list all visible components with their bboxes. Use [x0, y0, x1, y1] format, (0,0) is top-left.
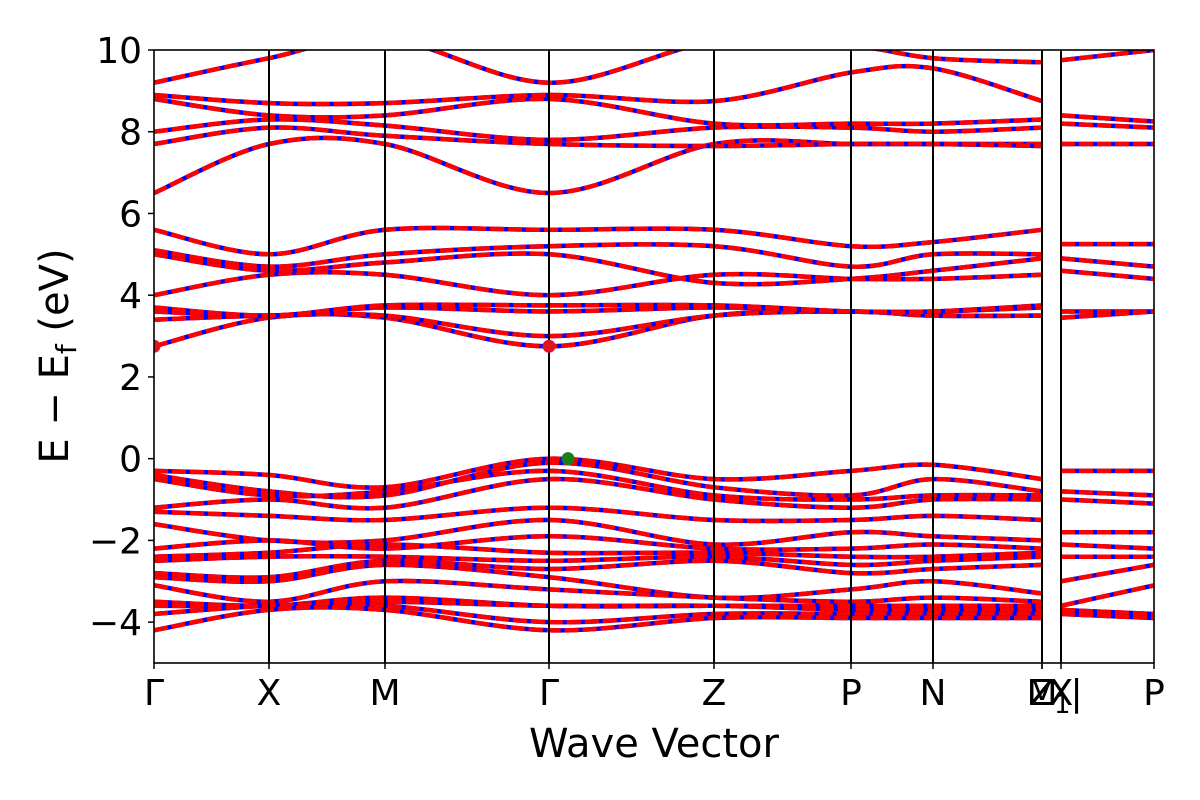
band-line-spin-down [154, 578, 1043, 604]
band-line-spin-down [1060, 583, 1154, 608]
band-line-spin-down [154, 554, 1043, 568]
x-tick-label: Z [702, 673, 727, 714]
band-line-spin-down [154, 242, 1043, 269]
y-tick-label: −4 [89, 603, 142, 644]
band-line-spin-down [1060, 121, 1154, 130]
y-tick-label: 4 [119, 276, 142, 317]
band-line-spin-down [154, 601, 1042, 625]
band-line-spin-down [154, 302, 1043, 318]
plot-frame [153, 49, 1155, 664]
band-line-spin-down [154, 562, 1043, 601]
band-line-spin-down [154, 456, 1043, 490]
band-line-spin-down [154, 96, 1043, 128]
y-axis-label-sub: f [50, 343, 83, 354]
cbm-marker [154, 339, 161, 353]
band-line-spin-down [154, 534, 1043, 552]
band-line-spin-down [1060, 256, 1154, 269]
y-tick-label: −2 [89, 521, 142, 562]
high-symmetry-lines [268, 50, 1062, 663]
band-line-spin-down [1060, 489, 1154, 498]
band-line-spin-down [154, 542, 1043, 560]
band-line-spin-down [1060, 562, 1154, 584]
band-line-spin-down [1060, 268, 1154, 282]
y-axis-label: E − Ef (eV) [32, 248, 83, 463]
band-line-spin-down [1060, 497, 1154, 506]
x-tick-label: M [1026, 673, 1057, 714]
cbm-marker [542, 339, 556, 353]
band-line-spin-down [1060, 113, 1154, 124]
y-tick-label: 10 [96, 31, 142, 72]
y-axis-label-unit: (eV) [32, 248, 78, 344]
x-axis-label: Wave Vector [529, 721, 780, 767]
band-line-spin-down [154, 225, 1043, 257]
y-axis-ticks: −4 −2 0 2 4 6 8 10 [89, 31, 154, 644]
x-tick-label: M [369, 673, 400, 714]
x-tick-label: N [920, 673, 947, 714]
y-tick-label: 6 [119, 194, 142, 235]
y-axis-label-main: E − E [32, 354, 78, 464]
band-line-spin-down [154, 125, 1043, 149]
y-tick-label: 0 [119, 440, 142, 481]
band-line-spin-down [154, 270, 1043, 298]
band-line-spin-down [154, 558, 1043, 580]
band-line-spin-down [1060, 50, 1154, 63]
x-tick-label: P [1143, 673, 1165, 714]
vbm-marker [561, 452, 575, 466]
x-tick-label: Γ [539, 673, 559, 714]
y-tick-label: 8 [119, 113, 142, 154]
band-line-spin-down [1060, 607, 1154, 617]
x-tick-label: Γ [144, 673, 164, 714]
x-tick-label: X [1049, 673, 1074, 714]
band-line-spin-down [1060, 611, 1154, 621]
band-line-spin-down [154, 251, 1043, 287]
band-lines [154, 50, 1154, 633]
band-line-spin-down [154, 505, 1043, 524]
band-line-spin-down [154, 605, 1042, 633]
x-tick-label: P [840, 673, 862, 714]
band-line-spin-down [154, 63, 1043, 107]
band-edge-markers [154, 339, 575, 466]
band-line-spin-down [1060, 309, 1154, 320]
x-tick-label: X [257, 673, 282, 714]
band-line-spin-down [154, 50, 1043, 85]
x-tick-label: Z1| [1029, 673, 1082, 720]
x-axis-ticks: Γ X M Γ Z P N Z1|MX P [144, 663, 1165, 720]
band-line-spin-down [154, 117, 1043, 143]
band-line-spin-down [154, 476, 1043, 511]
band-line-spin-down [154, 460, 1043, 500]
band-line-spin-up [154, 242, 1043, 269]
band-line-spin-down [154, 468, 1043, 502]
band-line-spin-up [154, 225, 1043, 257]
y-tick-label: 2 [119, 358, 142, 399]
band-line-spin-down [1060, 542, 1154, 551]
